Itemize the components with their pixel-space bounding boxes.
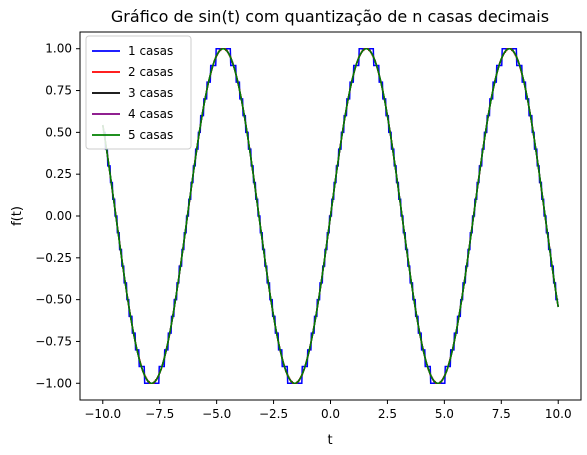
legend-label: 5 casas — [128, 128, 173, 142]
x-tick-label: 0.0 — [321, 407, 340, 421]
y-axis-ticks: −1.00 −0.75 −0.50 −0.25 0.00 0.25 0.50 0.75 1.00 — [35, 42, 80, 390]
x-tick-label: 7.5 — [492, 407, 511, 421]
chart-title: Gráfico de sin(t) com quantização de n c… — [111, 7, 549, 26]
x-axis-label: t — [327, 433, 332, 448]
x-tick-label: 5.0 — [435, 407, 454, 421]
series-layer — [102, 47, 559, 385]
y-tick-label: 0.00 — [45, 209, 72, 223]
y-tick-label: −0.75 — [35, 334, 72, 348]
x-tick-label: −10.0 — [84, 407, 121, 421]
legend-label: 3 casas — [128, 86, 173, 100]
legend-label: 2 casas — [128, 65, 173, 79]
y-tick-label: −1.00 — [35, 376, 72, 390]
y-tick-label: 0.25 — [45, 167, 72, 181]
series-line-5 — [102, 47, 559, 385]
y-tick-label: −0.25 — [35, 251, 72, 265]
legend-label: 1 casas — [128, 44, 173, 58]
x-tick-label: 10.0 — [545, 407, 572, 421]
legend-label: 4 casas — [128, 107, 173, 121]
x-tick-label: −7.5 — [145, 407, 174, 421]
x-axis-ticks: −10.0 −7.5 −5.0 −2.5 0.0 2.5 5.0 7.5 10.0 — [84, 400, 572, 421]
y-tick-label: −0.50 — [35, 293, 72, 307]
x-tick-label: 2.5 — [378, 407, 397, 421]
y-tick-label: 0.50 — [45, 125, 72, 139]
y-axis-label: f(t) — [10, 206, 25, 226]
y-tick-label: 1.00 — [45, 42, 72, 56]
legend: 1 casas 2 casas 3 casas 4 casas 5 casas — [85, 35, 192, 150]
legend-box — [85, 35, 192, 150]
x-tick-label: −5.0 — [202, 407, 231, 421]
x-tick-label: −2.5 — [259, 407, 288, 421]
y-tick-label: 0.75 — [45, 84, 72, 98]
